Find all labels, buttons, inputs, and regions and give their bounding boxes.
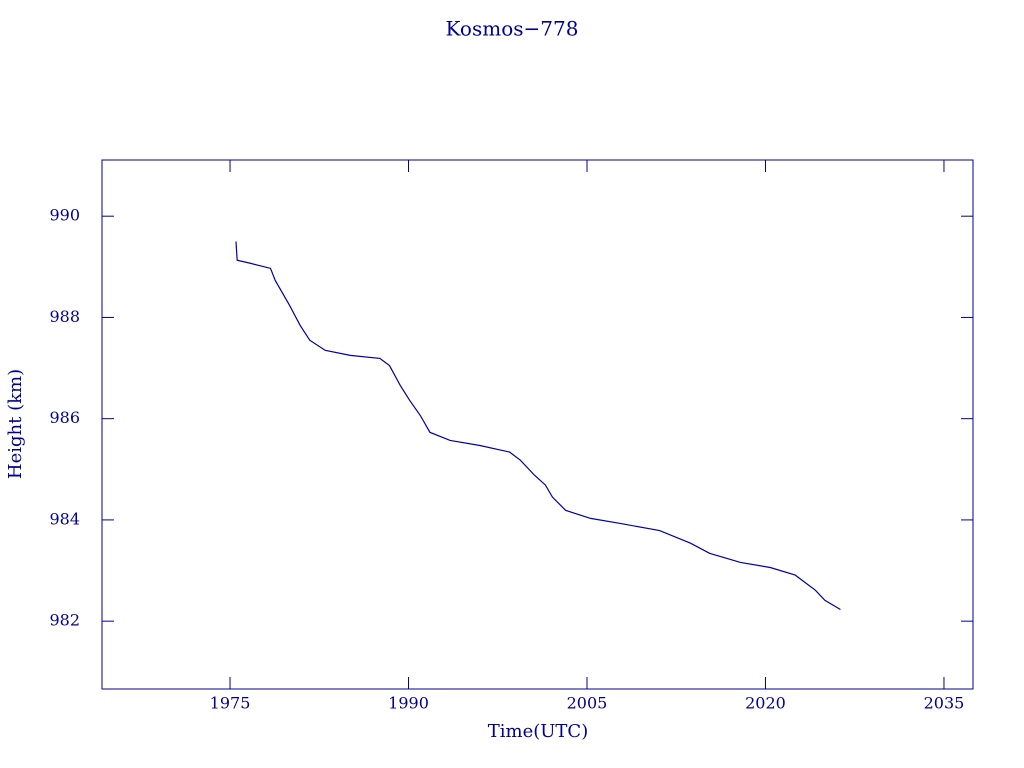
data-line — [235, 241, 841, 611]
plot-frame — [101, 159, 974, 690]
chart-title: Kosmos−778 — [446, 17, 579, 41]
x-tick-label: 2005 — [567, 694, 608, 713]
x-tick-label: 2020 — [745, 694, 786, 713]
x-axis-label: Time(UTC) — [488, 721, 588, 742]
y-tick-label: 990 — [49, 206, 80, 225]
x-tick-label: 1990 — [388, 694, 429, 713]
y-tick-label: 986 — [49, 408, 80, 427]
x-tick-label: 1975 — [210, 694, 251, 713]
y-tick-label: 982 — [49, 611, 80, 630]
x-tick-label: 2035 — [924, 694, 965, 713]
y-axis-label: Height (km) — [5, 369, 26, 479]
y-tick-label: 988 — [49, 307, 80, 326]
y-tick-label: 984 — [49, 509, 80, 528]
